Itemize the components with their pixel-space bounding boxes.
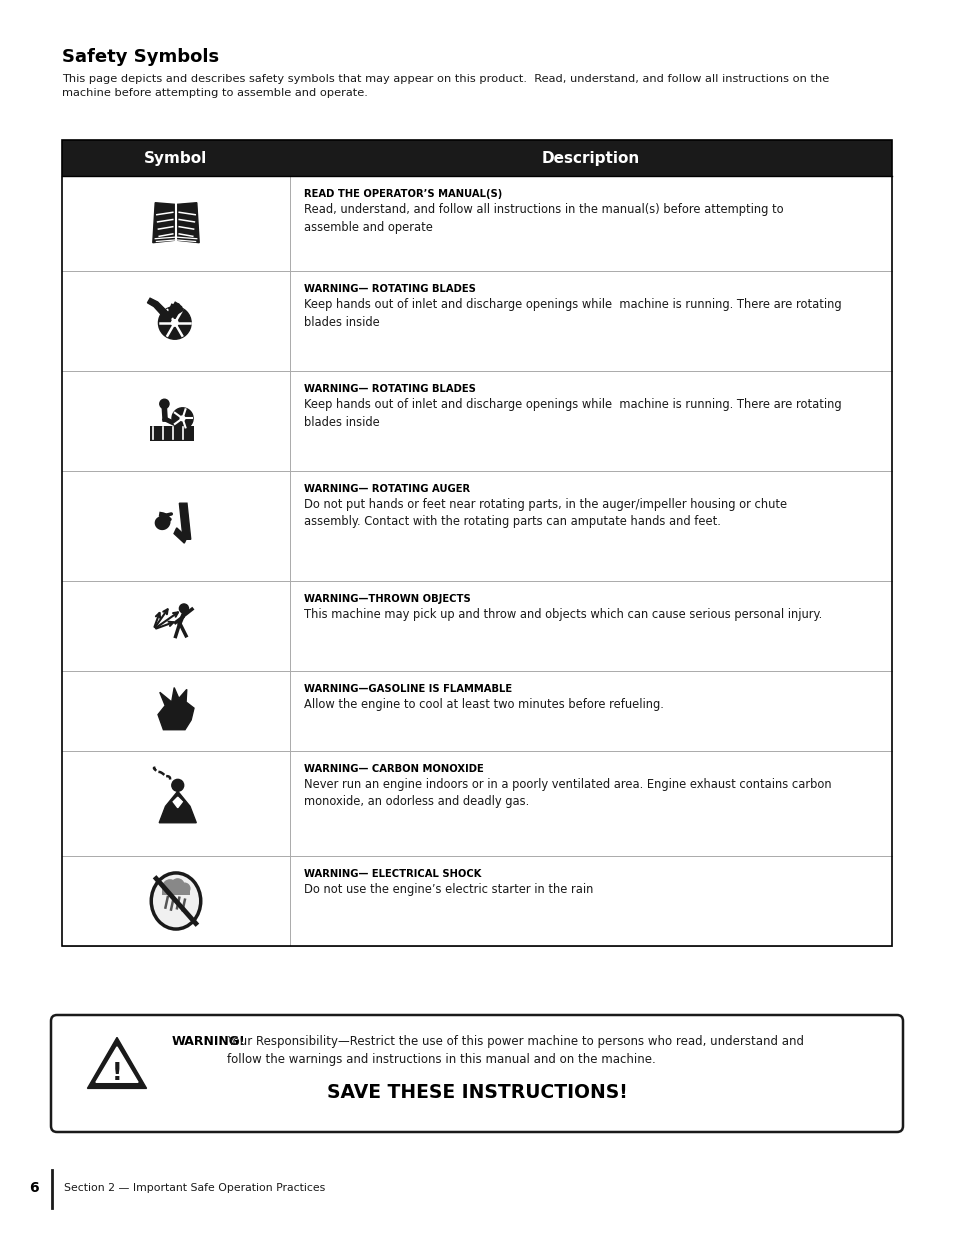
Bar <box>62 471 891 580</box>
Polygon shape <box>152 203 174 243</box>
Circle shape <box>158 306 191 340</box>
Polygon shape <box>177 203 199 243</box>
Text: Keep hands out of inlet and discharge openings while  machine is running. There : Keep hands out of inlet and discharge op… <box>304 298 841 329</box>
Polygon shape <box>88 1037 147 1088</box>
Text: Symbol: Symbol <box>144 151 208 165</box>
Circle shape <box>172 779 184 792</box>
Text: Read, understand, and follow all instructions in the manual(s) before attempting: Read, understand, and follow all instruc… <box>304 203 782 233</box>
Text: Do not use the engine’s electric starter in the rain: Do not use the engine’s electric starter… <box>304 883 593 897</box>
Text: WARNING— ROTATING AUGER: WARNING— ROTATING AUGER <box>304 484 470 494</box>
Text: This machine may pick up and throw and objects which can cause serious personal : This machine may pick up and throw and o… <box>304 608 821 621</box>
Circle shape <box>179 604 189 613</box>
Text: Section 2 — Important Safe Operation Practices: Section 2 — Important Safe Operation Pra… <box>64 1183 325 1193</box>
Circle shape <box>180 416 185 421</box>
Bar <box>62 856 891 946</box>
Polygon shape <box>173 527 187 543</box>
Bar <box>62 671 891 751</box>
Text: Allow the engine to cool at least two minutes before refueling.: Allow the engine to cool at least two mi… <box>304 698 663 711</box>
Circle shape <box>172 879 184 892</box>
Text: Description: Description <box>541 151 639 165</box>
Polygon shape <box>159 792 196 823</box>
Bar <box>62 140 891 946</box>
Text: Safety Symbols: Safety Symbols <box>62 48 219 65</box>
Text: READ THE OPERATOR’S MANUAL(S): READ THE OPERATOR’S MANUAL(S) <box>304 189 501 199</box>
Text: Your Responsibility—Restrict the use of this power machine to persons who read, : Your Responsibility—Restrict the use of … <box>227 1035 803 1066</box>
Circle shape <box>163 879 177 894</box>
Bar <box>162 888 190 895</box>
Text: SAVE THESE INSTRUCTIONS!: SAVE THESE INSTRUCTIONS! <box>326 1083 627 1102</box>
Text: !: ! <box>112 1061 122 1086</box>
Text: WARNING— CARBON MONOXIDE: WARNING— CARBON MONOXIDE <box>304 764 483 774</box>
Bar <box>62 177 891 270</box>
Text: Keep hands out of inlet and discharge openings while  machine is running. There : Keep hands out of inlet and discharge op… <box>304 398 841 429</box>
Ellipse shape <box>152 873 200 929</box>
Circle shape <box>172 408 193 429</box>
Text: Do not put hands or feet near rotating parts, in the auger/impeller housing or c: Do not put hands or feet near rotating p… <box>304 498 786 529</box>
Polygon shape <box>173 798 182 808</box>
Text: WARNING—THROWN OBJECTS: WARNING—THROWN OBJECTS <box>304 594 470 604</box>
Text: WARNING— ELECTRICAL SHOCK: WARNING— ELECTRICAL SHOCK <box>304 869 481 879</box>
Polygon shape <box>148 298 171 319</box>
Text: This page depicts and describes safety symbols that may appear on this product. : This page depicts and describes safety s… <box>62 74 828 98</box>
Bar <box>62 370 891 471</box>
Bar <box>62 140 891 177</box>
Text: Never run an engine indoors or in a poorly ventilated area. Engine exhaust conta: Never run an engine indoors or in a poor… <box>304 778 831 809</box>
Text: WARNING—GASOLINE IS FLAMMABLE: WARNING—GASOLINE IS FLAMMABLE <box>304 684 512 694</box>
Bar <box>62 270 891 370</box>
Text: 6: 6 <box>30 1181 39 1195</box>
Polygon shape <box>158 688 193 730</box>
Polygon shape <box>96 1047 138 1082</box>
Text: WARNING— ROTATING BLADES: WARNING— ROTATING BLADES <box>304 284 476 294</box>
Bar <box>62 751 891 856</box>
Circle shape <box>159 399 169 409</box>
Circle shape <box>172 320 178 326</box>
Circle shape <box>179 883 190 894</box>
Text: WARNING— ROTATING BLADES: WARNING— ROTATING BLADES <box>304 384 476 394</box>
FancyBboxPatch shape <box>51 1015 902 1132</box>
Bar <box>150 426 193 441</box>
Bar <box>62 580 891 671</box>
Text: WARNING!: WARNING! <box>172 1035 246 1049</box>
Polygon shape <box>179 503 191 540</box>
